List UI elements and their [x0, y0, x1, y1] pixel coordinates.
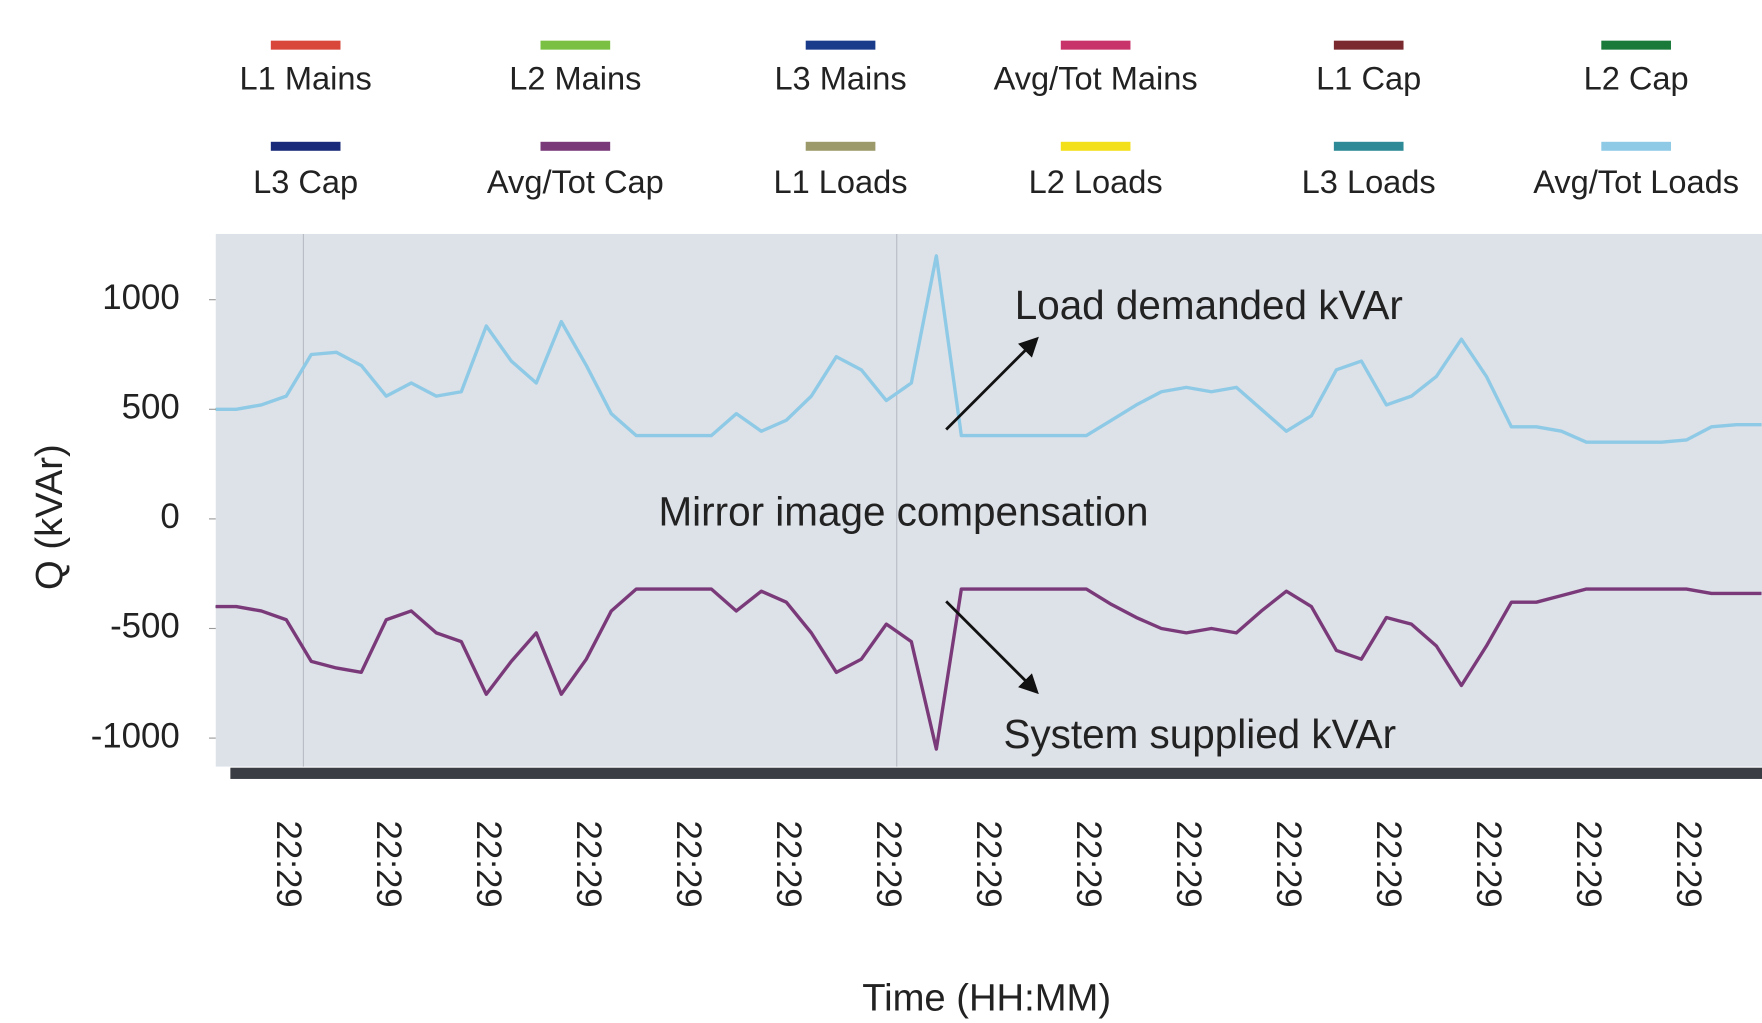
legend-swatch	[1333, 141, 1404, 151]
legend-swatch	[805, 141, 876, 151]
y-tick-label: -1000	[91, 716, 180, 755]
legend-swatch	[1333, 40, 1404, 50]
y-tick-label: -500	[110, 607, 180, 646]
series-line	[215, 587, 1762, 751]
annotation: Load demanded kVAr	[1015, 282, 1403, 328]
y-axis-label: Q (kVAr)	[28, 444, 71, 590]
legend-label: L1 Mains	[240, 61, 372, 97]
arrow	[945, 336, 1039, 431]
x-tick-label: 22:29	[869, 821, 908, 908]
legend-swatch	[1060, 40, 1131, 50]
lines	[215, 254, 1762, 751]
scrollbar	[230, 767, 1762, 779]
legend-swatch	[540, 40, 611, 50]
legend-label: Avg/Tot Mains	[994, 61, 1198, 97]
x-tick-label: 22:29	[369, 821, 408, 908]
legend-label: L2 Mains	[509, 61, 641, 97]
legend-label: L2 Loads	[1029, 164, 1163, 200]
legend-label: L2 Cap	[1584, 61, 1689, 97]
legend-swatch	[270, 40, 341, 50]
legend-label: Avg/Tot Loads	[1533, 164, 1739, 200]
x-tick-label: 22:29	[569, 821, 608, 908]
legend-swatch	[1601, 141, 1671, 151]
legend-swatch	[270, 141, 341, 151]
x-tick-label: 22:29	[1669, 821, 1708, 908]
legend-label: L1 Cap	[1316, 61, 1421, 97]
x-tick-label: 22:29	[1069, 821, 1108, 908]
x-tick-label: 22:29	[1469, 821, 1508, 908]
legend-label: Avg/Tot Cap	[487, 164, 664, 200]
legend-swatch	[1601, 40, 1671, 50]
y-tick-label: 1000	[102, 278, 179, 317]
legend-label: L1 Loads	[774, 164, 908, 200]
x-axis-label: Time (HH:MM)	[862, 976, 1111, 1019]
legend-label: L3 Loads	[1302, 164, 1436, 200]
legend-swatch	[1060, 141, 1131, 151]
x-tick-label: 22:29	[469, 821, 508, 908]
legend-label: L3 Mains	[774, 61, 906, 97]
plot-area	[215, 233, 1762, 767]
x-tick-label: 22:29	[1569, 821, 1608, 908]
annotation: Mirror image compensation	[659, 489, 1149, 535]
x-tick-label: 22:29	[669, 821, 708, 908]
legend-swatch	[805, 40, 876, 50]
x-tick-label: 22:29	[1169, 821, 1208, 908]
x-tick-label: 22:29	[969, 821, 1008, 908]
annotation: System supplied kVAr	[1003, 711, 1396, 757]
y-tick-label: 0	[160, 497, 179, 536]
x-tick-label: 22:29	[769, 821, 808, 908]
legend-swatch	[540, 141, 611, 151]
series-line	[215, 254, 1762, 444]
x-tick-label: 22:29	[1369, 821, 1408, 908]
x-tick-label: 22:29	[1269, 821, 1308, 908]
arrow	[945, 600, 1039, 695]
legend-label: L3 Cap	[253, 164, 358, 200]
y-tick-label: 500	[122, 387, 180, 426]
x-tick-label: 22:29	[269, 821, 308, 908]
